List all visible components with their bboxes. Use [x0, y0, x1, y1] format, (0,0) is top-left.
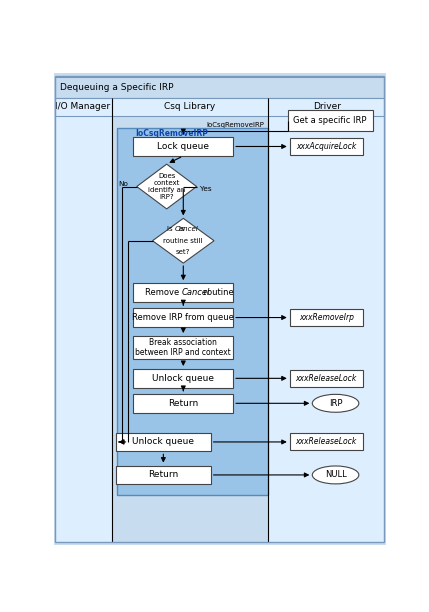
FancyBboxPatch shape: [112, 116, 268, 542]
FancyBboxPatch shape: [133, 283, 233, 302]
FancyBboxPatch shape: [133, 336, 233, 359]
Text: Get a specific IRP: Get a specific IRP: [293, 116, 367, 125]
FancyBboxPatch shape: [133, 369, 233, 388]
Text: Lock queue: Lock queue: [157, 142, 209, 151]
Text: Cancel: Cancel: [175, 226, 199, 232]
FancyBboxPatch shape: [116, 466, 211, 484]
Text: Break association
between IRP and context: Break association between IRP and contex…: [136, 338, 231, 357]
FancyBboxPatch shape: [290, 433, 363, 450]
Text: Does
context
identify an
IRP?: Does context identify an IRP?: [148, 173, 185, 200]
Text: Unlock queue: Unlock queue: [152, 374, 214, 383]
Text: Csq Library: Csq Library: [164, 102, 215, 111]
Text: IoCsqRemoveIRP: IoCsqRemoveIRP: [135, 129, 208, 138]
FancyBboxPatch shape: [117, 128, 268, 495]
Text: Cancel: Cancel: [181, 288, 210, 297]
Text: Is: Is: [179, 226, 187, 232]
FancyBboxPatch shape: [290, 138, 363, 155]
FancyBboxPatch shape: [288, 110, 373, 131]
FancyBboxPatch shape: [55, 98, 384, 116]
FancyBboxPatch shape: [55, 76, 384, 98]
Text: Remove IRP from queue: Remove IRP from queue: [133, 313, 234, 322]
Text: Return: Return: [148, 471, 178, 479]
FancyBboxPatch shape: [55, 116, 112, 542]
Text: set?: set?: [176, 248, 190, 255]
Text: Dequeuing a Specific IRP: Dequeuing a Specific IRP: [60, 83, 174, 92]
Polygon shape: [153, 218, 214, 263]
Text: routine still: routine still: [163, 237, 203, 244]
FancyBboxPatch shape: [290, 309, 363, 326]
Text: xxxReleaseLock: xxxReleaseLock: [296, 374, 357, 383]
FancyBboxPatch shape: [268, 116, 384, 542]
Text: xxxAcquireLock: xxxAcquireLock: [296, 142, 356, 151]
FancyBboxPatch shape: [290, 370, 363, 387]
Text: Return: Return: [168, 399, 199, 408]
Polygon shape: [137, 164, 196, 209]
Text: Is: Is: [167, 226, 175, 232]
Text: Remove: Remove: [145, 288, 181, 297]
Text: routine: routine: [201, 288, 233, 297]
Ellipse shape: [312, 394, 359, 412]
FancyBboxPatch shape: [54, 73, 386, 545]
Ellipse shape: [312, 466, 359, 484]
FancyBboxPatch shape: [133, 394, 233, 412]
Text: Unlock queue: Unlock queue: [132, 438, 194, 446]
Text: NULL: NULL: [325, 471, 347, 479]
Text: Driver: Driver: [313, 102, 341, 111]
Text: IoCsqRemoveIRP: IoCsqRemoveIRP: [207, 122, 265, 129]
Text: xxxRemoveIrp: xxxRemoveIrp: [299, 313, 354, 322]
Text: Yes: Yes: [200, 186, 211, 192]
FancyBboxPatch shape: [133, 137, 233, 156]
Text: No: No: [118, 181, 128, 187]
Text: xxxReleaseLock: xxxReleaseLock: [296, 438, 357, 446]
FancyBboxPatch shape: [133, 308, 233, 327]
Text: IRP: IRP: [329, 399, 342, 408]
Text: I/O Manager: I/O Manager: [55, 102, 110, 111]
FancyBboxPatch shape: [116, 433, 211, 452]
